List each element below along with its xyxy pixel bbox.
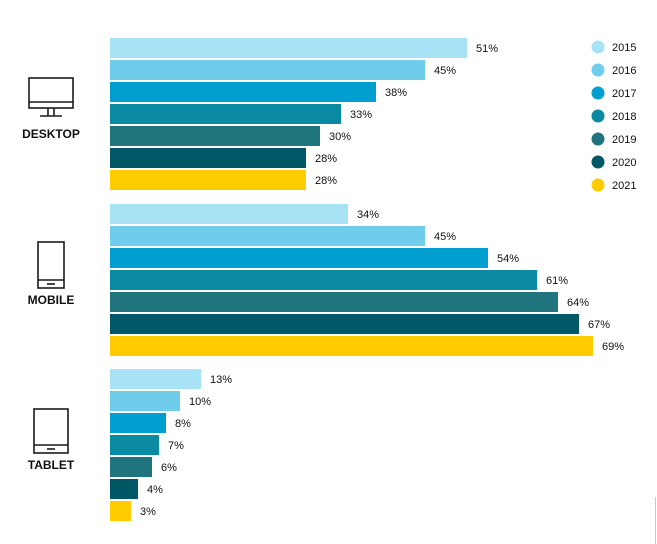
legend-swatch — [591, 86, 605, 100]
bar — [110, 479, 138, 499]
bar — [110, 82, 376, 102]
data-label: 10% — [189, 396, 211, 408]
data-label: 8% — [175, 418, 191, 430]
bar-group-desktop: DESKTOP 51% 45% 38% 33% 30% 28% 28% — [22, 38, 498, 190]
data-label: 7% — [168, 440, 184, 452]
legend-item: 2021 — [591, 178, 636, 192]
bar — [110, 104, 341, 124]
bar — [110, 457, 152, 477]
data-label: 13% — [210, 374, 232, 386]
data-label: 69% — [602, 341, 624, 353]
bar — [110, 391, 180, 411]
legend: 2015 2016 2017 2018 2019 2020 2021 — [591, 40, 636, 192]
bar-group-tablet: TABLET 13% 10% 8% 7% 6% 4% 3% — [28, 369, 232, 521]
legend-label: 2017 — [612, 88, 636, 100]
bar — [110, 270, 537, 290]
legend-label: 2018 — [612, 111, 636, 123]
data-label: 45% — [434, 231, 456, 243]
data-label: 6% — [161, 462, 177, 474]
data-label: 54% — [497, 253, 519, 265]
mobile-label: MOBILE — [28, 293, 75, 307]
data-label: 45% — [434, 65, 456, 77]
legend-swatch — [591, 178, 605, 192]
data-label: 51% — [476, 43, 498, 55]
data-label: 61% — [546, 275, 568, 287]
legend-swatch — [591, 109, 605, 123]
data-label: 38% — [385, 87, 407, 99]
bar — [110, 60, 425, 80]
bar — [110, 435, 159, 455]
data-label: 64% — [567, 297, 589, 309]
legend-label: 2019 — [612, 134, 636, 146]
legend-item: 2018 — [591, 109, 636, 123]
legend-item: 2020 — [591, 155, 636, 169]
bar — [110, 413, 166, 433]
data-label: 67% — [588, 319, 610, 331]
legend-item: 2016 — [591, 63, 636, 77]
bar-group-mobile: MOBILE 34% 45% 54% 61% 64% 67% 69% — [28, 204, 624, 356]
legend-swatch — [591, 155, 605, 169]
legend-swatch — [591, 40, 605, 54]
bar — [110, 369, 201, 389]
bar — [110, 226, 425, 246]
legend-swatch — [591, 63, 605, 77]
bar — [110, 170, 306, 190]
data-label: 33% — [350, 109, 372, 121]
bar — [110, 248, 488, 268]
bar — [110, 204, 348, 224]
legend-item: 2019 — [591, 132, 636, 146]
legend-label: 2015 — [612, 42, 636, 54]
bar — [110, 148, 306, 168]
bar — [110, 501, 131, 521]
legend-swatch — [591, 132, 605, 146]
legend-label: 2021 — [612, 180, 636, 192]
data-label: 28% — [315, 153, 337, 165]
data-label: 3% — [140, 506, 156, 518]
legend-label: 2016 — [612, 65, 636, 77]
legend-item: 2017 — [591, 86, 636, 100]
legend-label: 2020 — [612, 157, 636, 169]
tablet-label: TABLET — [28, 458, 75, 472]
data-label: 30% — [329, 131, 351, 143]
legend-item: 2015 — [591, 40, 636, 54]
divider — [655, 497, 656, 544]
bar — [110, 38, 467, 58]
bar — [110, 292, 558, 312]
desktop-icon — [28, 77, 74, 117]
bar — [110, 314, 579, 334]
mobile-icon — [37, 241, 65, 289]
bar — [110, 126, 320, 146]
data-label: 34% — [357, 209, 379, 221]
bar — [110, 336, 593, 356]
chart-groups: DESKTOP 51% 45% 38% 33% 30% 28% 28% MOBILE 34% 45%… — [22, 38, 624, 521]
desktop-label: DESKTOP — [22, 127, 80, 141]
data-label: 28% — [315, 175, 337, 187]
tablet-icon — [33, 408, 69, 454]
data-label: 4% — [147, 484, 163, 496]
